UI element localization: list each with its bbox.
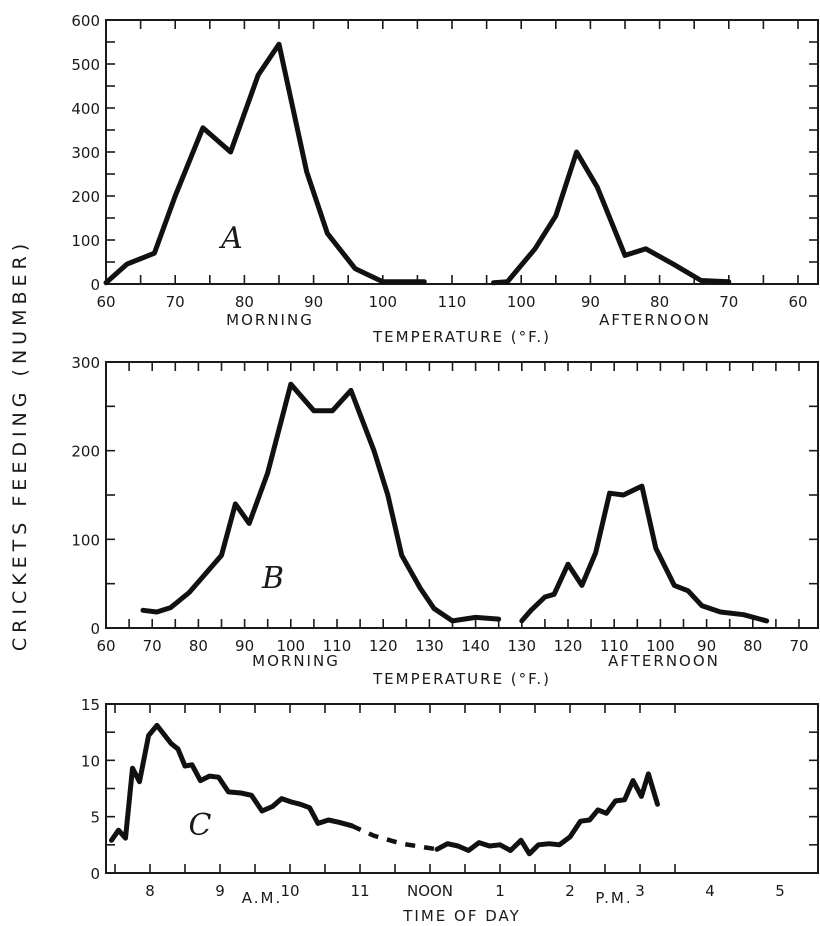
x-tick-label: 70 [166,293,185,311]
x-caption-left: MORNING [252,652,340,670]
x-tick-label: 100 [646,637,675,655]
y-tick-label: 0 [90,620,100,638]
series-line-midday [350,823,438,852]
x-tick-label: 60 [96,293,115,311]
x-tick-label: 120 [554,637,583,655]
panel-letter: A [218,221,243,256]
y-tick-label: 300 [71,354,100,372]
x-tick-label: 130 [415,637,444,655]
series-line-morning [109,722,355,843]
series-line-afternoon [434,771,660,857]
x-tick-label: 80 [743,637,762,655]
x-caption-left: MORNING [226,311,314,329]
x-caption-right: AFTERNOON [608,652,720,670]
x-tick-label: 60 [788,293,807,311]
x-tick-label: 70 [789,637,808,655]
x-tick-label: 90 [304,293,323,311]
panel-c: 0 5 10 15 8 9 10 11 NOON 1 2 3 4 5 A.M. P.M. TIME OF DAY… [81,696,819,925]
y-tick-label: 10 [81,752,100,770]
y-tick-label: 500 [71,56,100,74]
y-tick-label: 100 [71,531,100,549]
x-tick-label: 90 [581,293,600,311]
y-tick-label: 15 [81,696,100,714]
x-tick-label: 70 [143,637,162,655]
x-tick-label: 100 [276,637,305,655]
panel-a: 0 100 200 300 400 500 600 60 70 80 90 100 110 100 90 80… [71,12,819,346]
x-tick-label: 90 [235,637,254,655]
x-tick-label: 80 [235,293,254,311]
series-line-morning [103,41,427,286]
series-line-morning [140,381,502,624]
panel-frame [105,19,819,285]
x-tick-label: 2 [565,882,575,900]
x-tick-label: 70 [719,293,738,311]
x-tick-label: 9 [215,882,225,900]
x-tick-label: 10 [280,882,299,900]
x-tick-label: 5 [775,882,785,900]
y-tick-label: 0 [90,276,100,294]
y-tick-label: 300 [71,144,100,162]
x-tick-label: 110 [323,637,352,655]
y-tick-label: 0 [90,865,100,883]
x-tick-label: 110 [600,637,629,655]
panel-b: 0 100 200 300 60 70 80 90 100 110 120 130 140 130 120 1… [71,354,819,688]
x-caption-right: P.M. [595,889,632,907]
x-tick-label: 1 [495,882,505,900]
panel-letter: B [261,561,284,596]
x-caption-left: A.M. [242,889,282,907]
x-tick-label: 100 [507,293,536,311]
y-axis-label: CRICKETS FEEDING (NUMBER) [9,239,31,651]
x-tick-label: NOON [407,882,453,900]
x-tick-label: 60 [96,637,115,655]
y-tick-label: 400 [71,100,100,118]
x-axis-label: TIME OF DAY [402,907,521,925]
panel-letter: C [189,808,212,843]
x-tick-label: 8 [145,882,155,900]
x-tick-label: 80 [650,293,669,311]
x-tick-label: 80 [189,637,208,655]
y-tick-label: 5 [90,809,100,827]
series-line-afternoon [519,483,770,624]
series-line-afternoon [491,149,732,286]
x-tick-label: 90 [697,637,716,655]
x-tick-label: 3 [635,882,645,900]
y-tick-label: 600 [71,12,100,30]
y-tick-label: 200 [71,188,100,206]
x-tick-label: 140 [461,637,490,655]
x-caption-right: AFTERNOON [599,311,711,329]
x-tick-label: 120 [369,637,398,655]
y-tick-label: 200 [71,443,100,461]
x-tick-label: 130 [507,637,536,655]
x-tick-label: 4 [705,882,715,900]
x-axis-label: TEMPERATURE (°F.) [372,328,551,346]
x-axis-label: TEMPERATURE (°F.) [372,670,551,688]
x-tick-label: 11 [350,882,369,900]
panel-frame [105,361,819,629]
x-tick-label: 110 [438,293,467,311]
x-tick-label: 100 [368,293,397,311]
y-tick-label: 100 [71,232,100,250]
